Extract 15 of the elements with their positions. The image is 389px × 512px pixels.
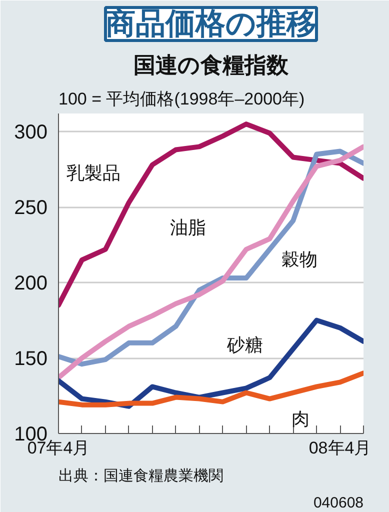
series-label: 乳製品 [66, 162, 120, 183]
y-tick-label: 200 [14, 272, 48, 295]
series-label: 砂糖 [226, 334, 264, 355]
series-label: 穀物 [282, 249, 318, 270]
chart-title: 商品価格の推移 [106, 6, 316, 40]
text: 油脂 [170, 217, 206, 238]
series-label: 肉 [292, 408, 310, 429]
chart-subtitle: 国連の食糧指数 [134, 52, 290, 78]
x-tick-label: 08年4月 [308, 438, 372, 458]
y-axis-title: 100 = 平均価格(1998年–2000年) [58, 90, 305, 108]
y-tick-label: 150 [14, 348, 48, 370]
source-note: 出典：国連食糧農業機関 [58, 468, 224, 484]
text: 040608 [313, 494, 364, 512]
y-tick-label: 250 [14, 197, 48, 220]
y-tick-label: 300 [14, 122, 48, 144]
